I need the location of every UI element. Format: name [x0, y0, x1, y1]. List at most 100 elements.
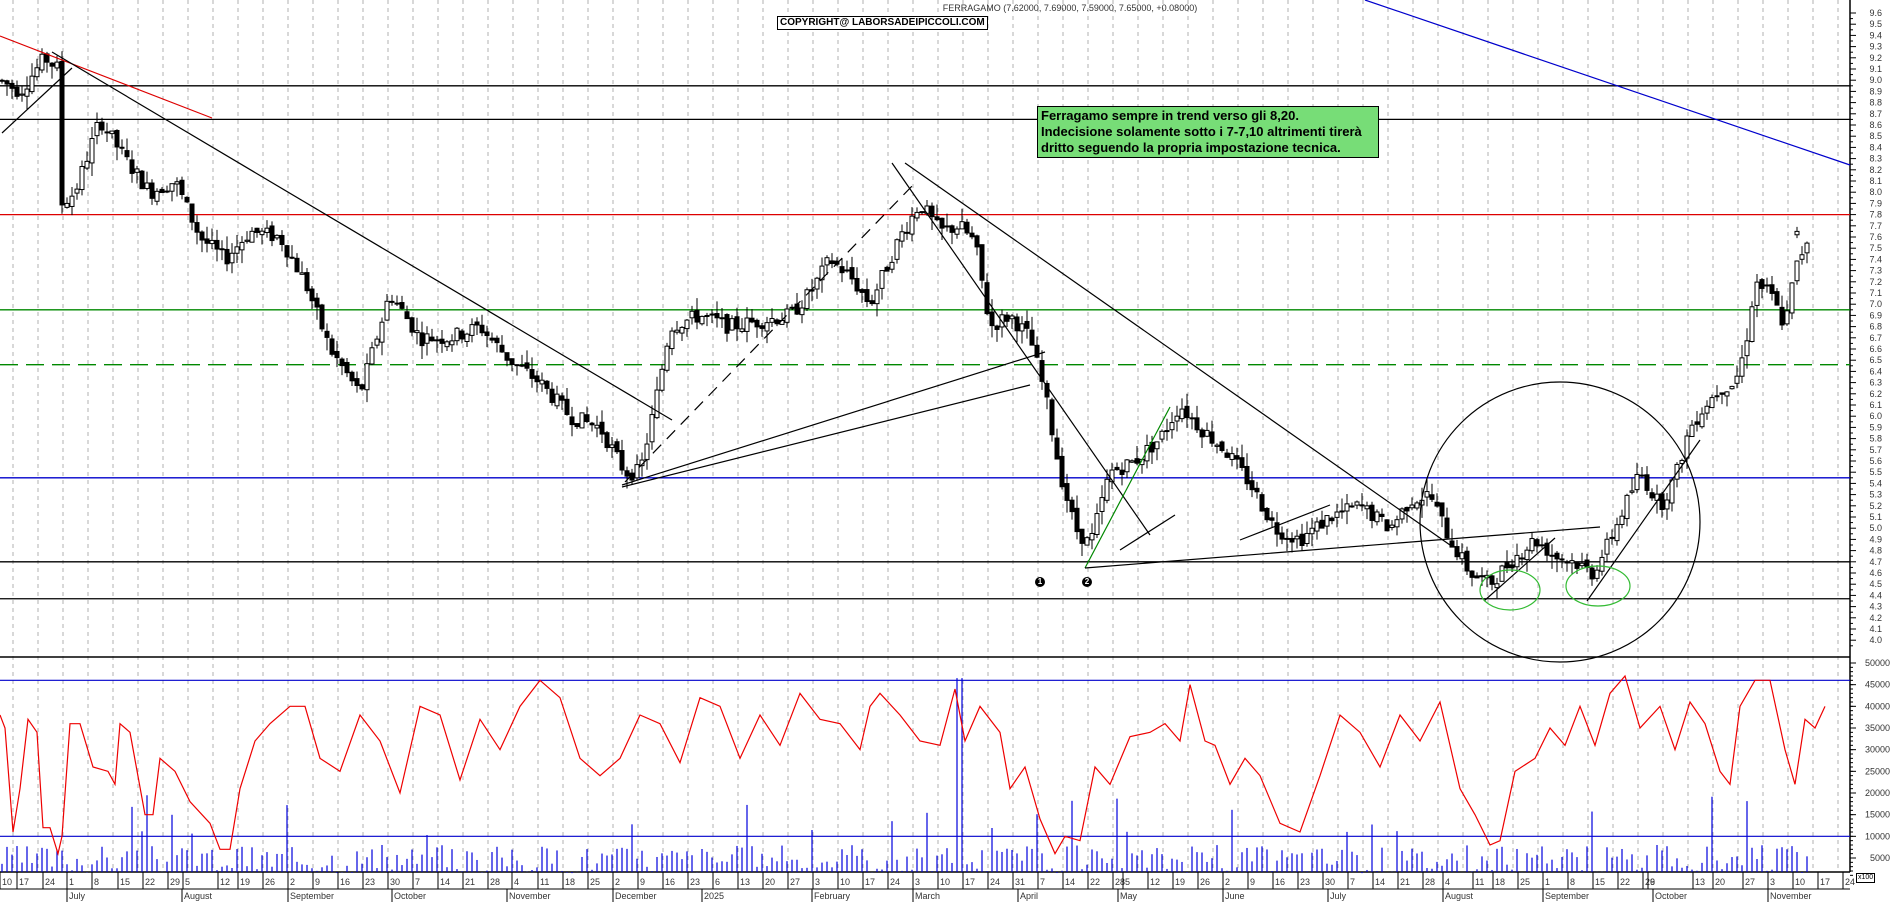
- week-tick-label: 28: [1115, 877, 1125, 887]
- candle: [1304, 521, 1310, 547]
- volume-tick-label: 25000: [1865, 766, 1890, 776]
- candle: [1039, 350, 1045, 390]
- candle: [374, 335, 380, 349]
- candle: [1569, 553, 1575, 574]
- candle: [244, 231, 250, 244]
- last-candle: [1794, 226, 1800, 239]
- analysis-note: Ferragamo sempre in trend verso gli 8,20…: [1037, 106, 1379, 158]
- week-tick-label: 5: [185, 877, 190, 887]
- candle: [74, 183, 80, 200]
- candle: [669, 327, 675, 356]
- candle: [1004, 312, 1010, 328]
- candle: [14, 80, 20, 100]
- week-tick-label: 10: [2, 877, 12, 887]
- candle: [1699, 407, 1705, 429]
- month-label: August: [1445, 891, 1474, 901]
- candle: [1499, 564, 1505, 582]
- week-tick-label: 8: [94, 877, 99, 887]
- candle: [649, 405, 655, 450]
- candle: [1264, 507, 1270, 523]
- candle: [134, 165, 140, 184]
- volume-tick-label: 45000: [1865, 680, 1890, 690]
- week-tick-label: 2: [615, 877, 620, 887]
- week-tick-label: 1: [69, 877, 74, 887]
- chart-title: FERRAGAMO (7.62000, 7.69000, 7.59000, 7.…: [942, 3, 1198, 13]
- candle: [1159, 429, 1165, 443]
- candle: [1309, 517, 1315, 547]
- volume-tick-label: 40000: [1865, 701, 1890, 711]
- candle: [1409, 497, 1415, 511]
- candle: [1099, 485, 1105, 525]
- candle: [1539, 536, 1545, 549]
- candle: [1544, 538, 1550, 562]
- candle: [1774, 288, 1780, 306]
- candle: [34, 58, 40, 81]
- candle: [429, 328, 435, 342]
- candle: [1029, 316, 1035, 346]
- candle: [1709, 394, 1715, 409]
- price-tick-label: 7.2: [1869, 277, 1882, 287]
- candle: [829, 253, 835, 269]
- candle: [1764, 277, 1770, 293]
- candle: [1549, 544, 1555, 569]
- volume-tick-label: 50000: [1865, 658, 1890, 668]
- candle: [1359, 493, 1365, 512]
- price-tick-label: 4.1: [1869, 624, 1882, 634]
- candle: [449, 334, 455, 352]
- volume-tick-label: 10000: [1865, 831, 1890, 841]
- candle: [674, 320, 680, 335]
- week-tick-label: 20: [765, 877, 775, 887]
- candle: [904, 222, 910, 240]
- candle: [414, 317, 420, 345]
- candle: [519, 354, 525, 368]
- note-line-2: Indecisione solamente sotto i 7-7,10 alt…: [1041, 124, 1362, 139]
- month-label: November: [509, 891, 551, 901]
- candle: [554, 385, 560, 410]
- candle: [169, 183, 175, 202]
- candle: [724, 313, 730, 342]
- candle: [544, 380, 550, 395]
- pattern-ellipse: [1479, 569, 1541, 611]
- candle: [939, 217, 945, 240]
- candle: [444, 340, 450, 352]
- price-tick-label: 4.6: [1869, 568, 1882, 578]
- candle: [1109, 462, 1115, 490]
- candle: [249, 227, 255, 243]
- candle: [494, 335, 500, 353]
- candle: [1319, 510, 1325, 529]
- candle: [1664, 492, 1670, 520]
- week-tick-label: 9: [1250, 877, 1255, 887]
- candle: [179, 176, 185, 200]
- candle: [304, 267, 310, 294]
- candle: [1464, 546, 1470, 576]
- week-tick-label: 27: [1745, 877, 1755, 887]
- candle: [1749, 301, 1755, 343]
- candle: [509, 358, 515, 372]
- price-tick-label: 8.0: [1869, 187, 1882, 197]
- volume-tick-label: 15000: [1865, 810, 1890, 820]
- candle: [754, 318, 760, 338]
- candle: [224, 236, 230, 272]
- candle: [1234, 447, 1240, 470]
- candle: [909, 207, 915, 242]
- candle: [184, 196, 190, 203]
- candle: [324, 323, 330, 351]
- candle: [1384, 519, 1390, 532]
- week-tick-label: 29: [1645, 877, 1655, 887]
- candle: [139, 170, 145, 190]
- price-tick-label: 8.4: [1869, 142, 1882, 152]
- candle: [344, 357, 350, 378]
- price-tick-label: 5.1: [1869, 512, 1882, 522]
- week-tick-label: 3: [915, 877, 920, 887]
- candle: [264, 220, 270, 238]
- candle: [204, 226, 210, 253]
- candle: [1414, 500, 1420, 511]
- candle: [349, 370, 355, 387]
- candle: [1184, 393, 1190, 428]
- price-tick-label: 8.2: [1869, 165, 1882, 175]
- candle: [1209, 420, 1215, 447]
- candle: [1169, 412, 1175, 439]
- candle: [499, 335, 505, 353]
- week-tick-label: 1: [1545, 877, 1550, 887]
- candle: [689, 305, 695, 325]
